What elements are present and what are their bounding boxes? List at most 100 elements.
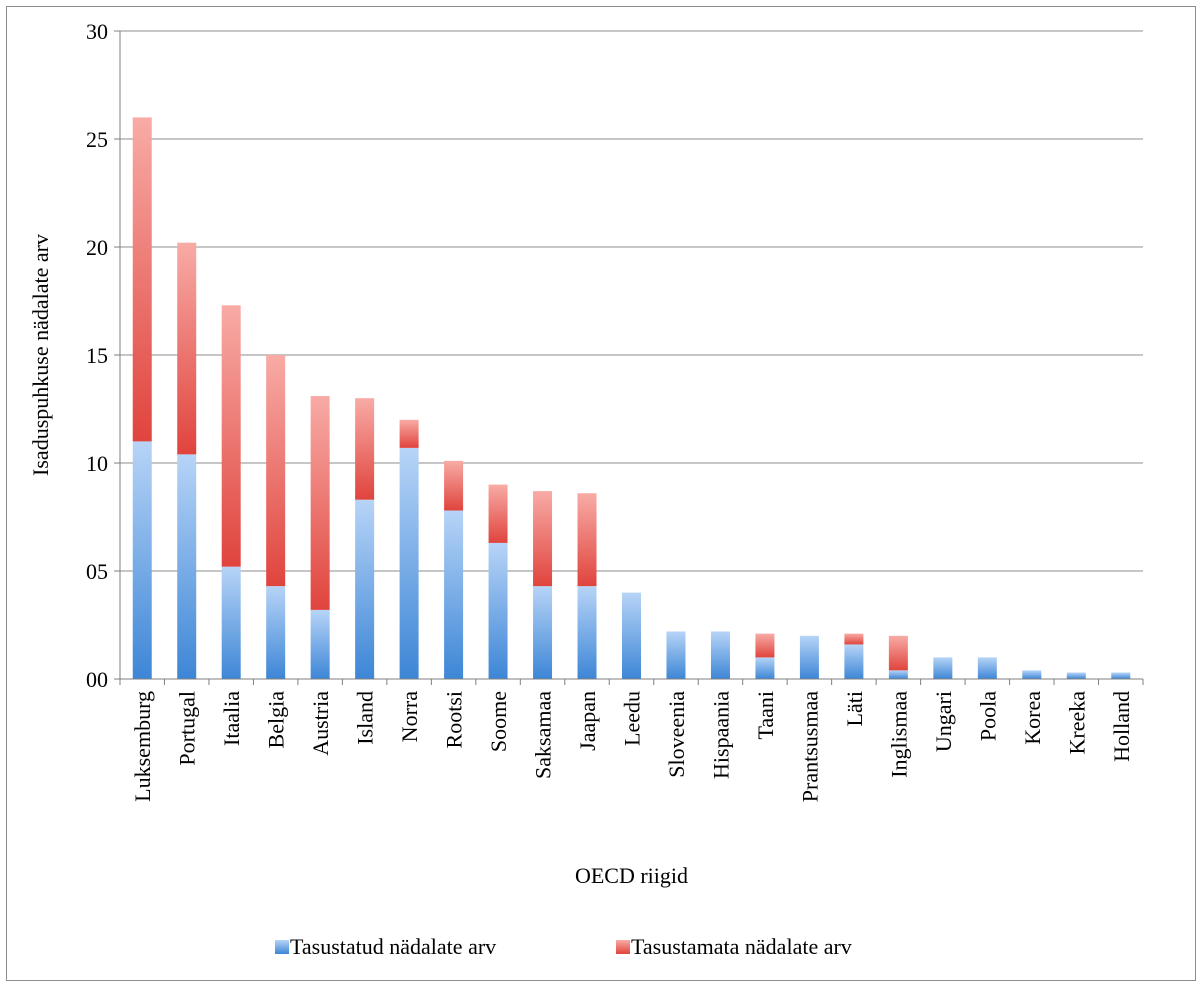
x-tick-label: Luksemburg: [130, 691, 155, 802]
bar-group-leedu: [622, 592, 641, 679]
bar-paid-rootsi: [444, 510, 464, 679]
bar-group-prantsusmaa: [799, 635, 819, 679]
y-tick-label: 25: [86, 127, 108, 152]
bar-paid-prantsusmaa: [799, 635, 819, 679]
bar-group-itaalia: [221, 305, 241, 679]
x-tick-label: Sloveenia: [664, 691, 689, 778]
bar-paid-norra: [399, 447, 419, 679]
x-tick-label: Poola: [975, 691, 1000, 741]
bar-unpaid-jaapan: [577, 493, 597, 587]
bar-paid-jaapan: [577, 586, 597, 679]
chart-frame: [6, 6, 1196, 981]
bar-paid-austria: [310, 609, 330, 679]
bar-group-hispaania: [710, 631, 730, 679]
x-tick-label: Rootsi: [442, 691, 467, 748]
gridlines: [114, 30, 1144, 685]
bar-unpaid-luksemburg: [132, 117, 152, 442]
bar-unpaid-island: [355, 398, 375, 500]
x-tick-label: Portugal: [175, 691, 200, 766]
bar-unpaid-austria: [310, 396, 330, 610]
bar-paid-itaalia: [221, 566, 241, 679]
bar-group-luksemburg: [132, 117, 152, 679]
legend-label-unpaid: Tasustamata nädalate arv: [631, 934, 852, 959]
bar-group-norra: [399, 419, 419, 679]
x-tick-label: Kreeka: [1064, 691, 1089, 755]
x-tick-label: Saksamaa: [531, 691, 556, 779]
bar-paid-hispaania: [710, 631, 730, 679]
legend: Tasustatud nädalate arv Tasustamata näda…: [275, 934, 852, 959]
bar-unpaid-taani: [755, 633, 775, 658]
bar-groups: [132, 117, 1131, 679]
bar-group-poola: [977, 657, 997, 679]
bar-paid-poola: [977, 657, 997, 679]
bar-group-korea: [1022, 670, 1042, 679]
x-tick-label: Läti: [842, 691, 867, 726]
bar-group-island: [355, 398, 375, 679]
bar-unpaid-läti: [844, 633, 864, 645]
bar-unpaid-rootsi: [444, 460, 464, 511]
bar-paid-leedu: [622, 592, 641, 679]
bar-group-läti: [844, 633, 864, 679]
bar-paid-ungari: [933, 657, 953, 679]
x-tick-label: Holland: [1109, 691, 1134, 762]
bar-group-saksamaa: [533, 491, 553, 679]
x-axis-title: OECD riigid: [575, 863, 688, 888]
y-tick-label: 20: [86, 235, 108, 260]
bar-unpaid-itaalia: [221, 305, 241, 567]
bar-unpaid-saksamaa: [533, 491, 553, 587]
y-tick-label: 30: [86, 19, 108, 44]
bar-group-portugal: [177, 242, 197, 679]
legend-swatch-unpaid: [616, 940, 630, 954]
bar-paid-korea: [1022, 670, 1042, 679]
x-tick-label: Itaalia: [219, 691, 244, 746]
bar-paid-sloveenia: [666, 631, 686, 679]
x-tick-label: Korea: [1020, 691, 1045, 745]
y-tick-label: 00: [86, 667, 108, 692]
legend-swatch-paid: [275, 940, 289, 954]
bar-paid-portugal: [177, 454, 197, 679]
bar-paid-luksemburg: [132, 441, 152, 679]
bar-paid-island: [355, 499, 375, 679]
axes: [119, 31, 1143, 680]
x-tick-label: Soome: [486, 691, 511, 752]
bar-group-belgia: [266, 355, 286, 679]
y-axis-title: Isaduspuhkuse nädalate arv: [28, 234, 53, 476]
x-tick-label: Ungari: [931, 691, 956, 752]
bar-paid-kreeka: [1066, 672, 1086, 679]
bar-paid-läti: [844, 644, 864, 679]
x-tick-labels: Luksemburg Portugal Itaalia Belgia Austria Is…: [130, 691, 1134, 802]
bar-group-rootsi: [444, 460, 464, 679]
x-tick-label: Belgia: [264, 691, 289, 749]
bar-group-taani: [755, 633, 775, 679]
y-tick-label: 10: [86, 451, 108, 476]
legend-label-paid: Tasustatud nädalate arv: [290, 934, 496, 959]
x-tick-label: Austria: [308, 691, 333, 756]
bar-unpaid-norra: [399, 419, 419, 448]
x-tick-label: Hispaania: [708, 691, 733, 779]
bar-paid-saksamaa: [533, 586, 553, 679]
bar-group-sloveenia: [666, 631, 686, 679]
bar-unpaid-belgia: [266, 355, 286, 587]
bar-group-holland: [1111, 672, 1131, 679]
x-tick-label: Island: [353, 691, 378, 745]
bar-unpaid-soome: [488, 484, 508, 543]
bar-group-kreeka: [1066, 672, 1086, 679]
bar-group-austria: [310, 396, 330, 679]
bar-paid-belgia: [266, 586, 286, 679]
bar-group-ungari: [933, 657, 953, 679]
bar-unpaid-inglismaa: [888, 635, 908, 671]
y-tick-label: 05: [86, 559, 108, 584]
bar-paid-taani: [755, 657, 775, 679]
y-tick-label: 15: [86, 343, 108, 368]
bar-group-jaapan: [577, 493, 597, 679]
y-tick-labels: 00 05 10 15 20 25 30: [86, 19, 108, 692]
x-tick-label: Norra: [397, 691, 422, 743]
bar-paid-inglismaa: [888, 670, 908, 679]
bar-group-inglismaa: [888, 635, 908, 679]
bar-paid-holland: [1111, 672, 1131, 679]
bar-paid-soome: [488, 542, 508, 679]
x-tick-label: Leedu: [620, 691, 645, 746]
x-tick-label: Prantsusmaa: [797, 691, 822, 802]
bar-unpaid-portugal: [177, 242, 197, 455]
